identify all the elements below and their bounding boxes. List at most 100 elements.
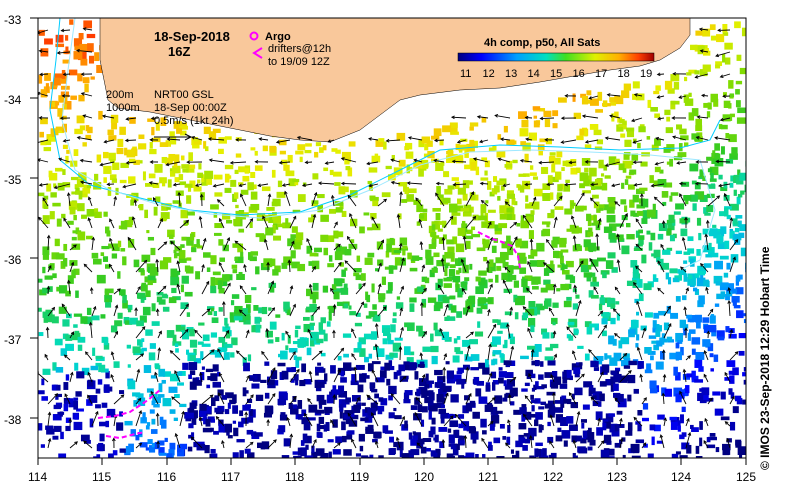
current-arrowhead (70, 261, 75, 266)
current-arrow (619, 418, 622, 427)
sst-cell (394, 415, 402, 420)
sst-cell (255, 266, 260, 275)
current-arrowhead (486, 259, 490, 264)
sst-cell (697, 45, 705, 55)
sst-cell (52, 362, 57, 371)
sst-cell (244, 448, 251, 454)
current-arrowhead (337, 442, 341, 446)
sst-cell (323, 247, 329, 256)
current-arrow (191, 436, 203, 449)
sst-cell (620, 199, 627, 205)
sst-cell (340, 287, 349, 295)
current-arrowhead (441, 438, 446, 443)
sst-cell (733, 189, 737, 196)
sst-cell (322, 145, 327, 151)
current-arrowhead (600, 440, 605, 444)
sst-cell (428, 411, 432, 420)
current-arrow (262, 216, 269, 229)
current-arrow (553, 196, 563, 207)
current-arrowhead (155, 258, 159, 263)
sst-cell (393, 442, 402, 448)
sst-cell (603, 226, 613, 233)
sst-cell (66, 313, 72, 319)
sst-cell (127, 238, 135, 248)
current-arrow (42, 197, 49, 207)
sst-cell (214, 223, 223, 229)
sst-cell (95, 404, 101, 409)
sst-cell (161, 178, 166, 187)
current-arrow (465, 216, 476, 229)
sst-cell (308, 217, 314, 223)
sst-cell (594, 146, 603, 150)
sst-cell (382, 327, 391, 337)
sst-cell (213, 174, 223, 180)
sst-cell (470, 367, 479, 371)
current-arrow (614, 286, 621, 295)
sst-cell (491, 382, 496, 391)
sst-cell (599, 381, 607, 387)
sst-cell (482, 367, 490, 375)
current-arrowhead (494, 114, 499, 118)
sst-cell (615, 393, 624, 402)
current-arrowhead (284, 190, 288, 195)
sst-cell (279, 372, 284, 380)
current-arrowhead (687, 431, 692, 436)
sst-cell (112, 450, 118, 456)
current-arrowhead (347, 412, 352, 417)
sst-cell (664, 80, 673, 90)
sst-cell (464, 356, 473, 362)
sst-cell (462, 364, 470, 370)
current-arrowhead (154, 371, 158, 376)
current-arrow (40, 73, 49, 76)
scale-arrowhead (184, 133, 193, 141)
current-arrow (605, 137, 621, 141)
sst-cell (412, 431, 416, 435)
sst-cell (73, 324, 78, 328)
sst-cell (669, 234, 675, 242)
current-arrowhead (633, 281, 637, 286)
sst-cell (86, 235, 93, 240)
current-arrowhead (421, 264, 426, 269)
sst-cell (599, 206, 604, 211)
sst-cell (180, 155, 185, 161)
current-arrowhead (449, 215, 454, 220)
current-arrowhead (60, 28, 65, 33)
sst-cell (726, 262, 731, 270)
current-arrow (391, 393, 401, 405)
sst-cell (588, 388, 592, 397)
sst-cell (101, 245, 110, 250)
current-arrow (61, 29, 71, 32)
sst-cell (181, 275, 189, 284)
sst-cell (466, 306, 474, 313)
sst-cell (720, 416, 730, 421)
sst-cell (502, 436, 507, 440)
current-arrow (724, 372, 731, 383)
current-arrow (201, 264, 205, 273)
sst-cell (377, 259, 384, 266)
current-arrow (366, 394, 379, 405)
sst-cell (679, 319, 687, 328)
sst-cell (403, 361, 410, 369)
current-arrow (487, 397, 496, 405)
current-arrowhead (554, 216, 558, 221)
current-arrow (266, 328, 269, 339)
sst-cell (180, 125, 188, 130)
current-arrow (177, 284, 181, 295)
current-arrowhead (684, 216, 688, 221)
sst-cell (210, 418, 216, 423)
sst-cell (534, 360, 540, 367)
y-tick-label: -37 (4, 333, 22, 347)
current-arrow (80, 159, 93, 163)
current-arrowhead (371, 216, 375, 221)
sst-cell (632, 194, 639, 203)
current-arrowhead (628, 370, 632, 374)
current-arrowhead (588, 96, 593, 100)
sst-cell (616, 124, 624, 132)
current-arrowhead (522, 306, 527, 310)
current-arrowhead (136, 368, 141, 373)
sst-cell (601, 182, 608, 191)
sst-cell (282, 222, 291, 229)
current-arrow (700, 263, 709, 273)
sst-cell (378, 455, 384, 458)
